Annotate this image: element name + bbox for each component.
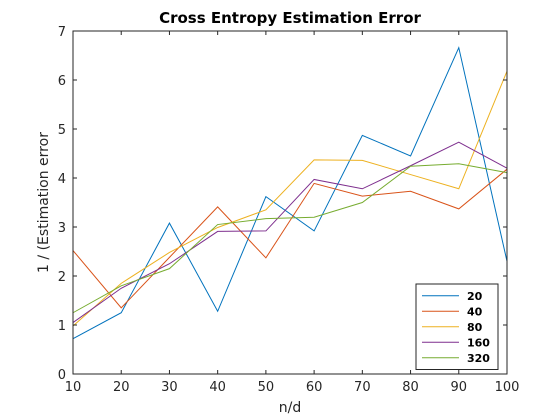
y-tick-label: 4 (58, 172, 66, 187)
y-tick-label: 1 (58, 319, 66, 334)
x-tick-label: 80 (402, 380, 419, 395)
series-line-160 (72, 141, 508, 323)
x-tick-label: 70 (354, 380, 371, 395)
x-tick-label: 90 (451, 380, 468, 395)
legend-label-40: 40 (467, 305, 483, 318)
y-tick-label: 5 (58, 123, 66, 138)
y-tick-label: 0 (58, 368, 66, 383)
chart-title: Cross Entropy Estimation Error (159, 9, 421, 27)
legend-label-320: 320 (467, 352, 490, 365)
legend: 20 40 80 160 320 (415, 283, 499, 370)
x-tick-label: 30 (161, 380, 178, 395)
x-tick-label: 10 (65, 380, 82, 395)
x-tick-label: 100 (495, 380, 520, 395)
legend-label-80: 80 (467, 321, 483, 334)
ticks-layer: 10 20 30 40 50 60 70 80 90 100 0 1 2 3 4 5 6 7 (58, 25, 520, 395)
y-tick-label: 7 (58, 25, 66, 40)
plot-frame (72, 30, 508, 375)
x-tick-label: 40 (209, 380, 226, 395)
x-axis-title: n/d (279, 400, 301, 416)
y-tick-label: 2 (58, 270, 66, 285)
legend-label-160: 160 (467, 336, 490, 349)
y-tick-label: 3 (58, 221, 66, 236)
series-line-320 (72, 163, 508, 314)
x-tick-label: 50 (258, 380, 275, 395)
x-tick-label: 20 (113, 380, 130, 395)
series-line-40 (72, 168, 508, 309)
y-axis-title: 1 / (Estimation error (36, 132, 52, 273)
legend-label-20: 20 (467, 290, 483, 303)
x-tick-label: 60 (306, 380, 323, 395)
series-line-80 (72, 70, 508, 327)
series-layer (72, 46, 508, 340)
y-tick-label: 6 (58, 74, 66, 89)
